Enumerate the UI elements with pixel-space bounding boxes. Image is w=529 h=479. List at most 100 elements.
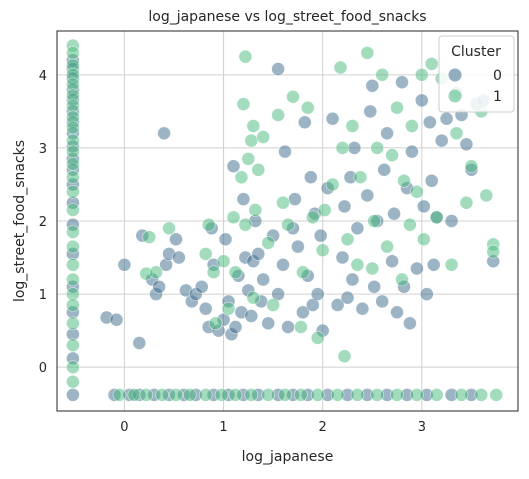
data-point xyxy=(439,111,454,126)
data-point xyxy=(405,144,419,159)
data-point xyxy=(261,316,276,331)
data-point xyxy=(66,338,80,353)
data-point xyxy=(422,115,437,130)
data-point xyxy=(155,388,169,402)
data-point xyxy=(214,388,229,402)
data-point xyxy=(281,320,295,334)
x-tick-label: 1 xyxy=(219,420,227,435)
x-tick-label: 2 xyxy=(319,420,327,435)
data-point xyxy=(228,265,243,280)
data-point xyxy=(330,298,345,312)
data-point xyxy=(278,144,292,159)
data-point xyxy=(385,148,399,162)
data-point xyxy=(286,90,300,104)
data-point xyxy=(66,203,80,217)
data-point xyxy=(109,312,124,327)
y-tick-label: 0 xyxy=(39,361,47,376)
data-point xyxy=(294,388,308,402)
legend: Cluster 0 1 xyxy=(438,35,515,113)
data-point xyxy=(325,177,340,192)
data-point xyxy=(142,230,156,244)
data-point xyxy=(291,239,305,254)
data-point xyxy=(66,98,80,113)
data-point xyxy=(66,316,80,331)
data-point xyxy=(444,214,459,228)
data-point xyxy=(337,349,352,364)
data-point xyxy=(375,68,390,82)
data-point xyxy=(244,309,259,323)
data-point xyxy=(370,141,385,155)
data-point xyxy=(330,388,345,402)
data-point xyxy=(266,298,280,312)
legend-title: Cluster xyxy=(451,44,501,60)
data-point xyxy=(169,388,183,402)
data-point xyxy=(162,221,176,236)
data-point xyxy=(363,104,378,119)
data-point xyxy=(198,388,213,402)
data-point xyxy=(489,388,504,402)
y-tick-label: 4 xyxy=(39,69,47,84)
plot-frame xyxy=(56,30,519,412)
data-point xyxy=(241,152,256,166)
data-point xyxy=(238,49,253,64)
data-point xyxy=(218,232,233,247)
data-point xyxy=(228,320,243,334)
data-point xyxy=(246,290,261,305)
data-point xyxy=(244,388,259,402)
data-point xyxy=(248,203,263,217)
data-point xyxy=(385,254,399,269)
data-point xyxy=(426,257,441,272)
data-point xyxy=(410,261,424,276)
data-point xyxy=(380,239,394,254)
data-point xyxy=(278,388,292,402)
data-point xyxy=(271,108,285,122)
data-point xyxy=(474,388,489,402)
data-point xyxy=(198,247,213,261)
data-point xyxy=(152,279,166,294)
data-point xyxy=(337,199,352,214)
data-point xyxy=(390,100,404,115)
data-point xyxy=(459,137,474,152)
data-point xyxy=(403,316,417,331)
data-point xyxy=(315,243,330,257)
data-point xyxy=(479,188,494,203)
data-point xyxy=(66,185,80,199)
data-point xyxy=(410,185,424,199)
data-point xyxy=(226,210,241,225)
data-point xyxy=(429,210,444,225)
data-point xyxy=(365,261,380,276)
data-point xyxy=(310,287,325,301)
data-point xyxy=(395,75,409,89)
y-tick-label: 3 xyxy=(39,142,47,157)
data-point xyxy=(246,119,261,133)
data-point xyxy=(424,174,439,188)
data-point xyxy=(395,272,409,287)
data-point xyxy=(303,170,318,184)
data-point xyxy=(416,232,431,247)
y-tick-label: 1 xyxy=(39,288,47,303)
data-point xyxy=(201,217,216,232)
data-point xyxy=(276,257,290,272)
data-point xyxy=(276,195,290,210)
data-point xyxy=(281,217,295,232)
data-point xyxy=(370,388,385,402)
data-point xyxy=(157,126,171,141)
data-point xyxy=(353,170,368,184)
data-point xyxy=(454,388,469,402)
data-point xyxy=(139,388,153,402)
y-tick-label: 2 xyxy=(39,215,47,230)
data-point xyxy=(132,336,147,350)
data-point xyxy=(410,388,424,402)
data-point xyxy=(172,250,186,265)
data-point xyxy=(310,331,325,345)
legend-marker-1 xyxy=(448,89,462,103)
data-point xyxy=(169,232,183,247)
data-point xyxy=(397,174,411,188)
data-point xyxy=(459,195,474,210)
data-point xyxy=(325,111,340,126)
data-point xyxy=(355,301,370,316)
data-point xyxy=(390,388,404,402)
data-point xyxy=(375,294,390,309)
data-point xyxy=(66,170,80,184)
